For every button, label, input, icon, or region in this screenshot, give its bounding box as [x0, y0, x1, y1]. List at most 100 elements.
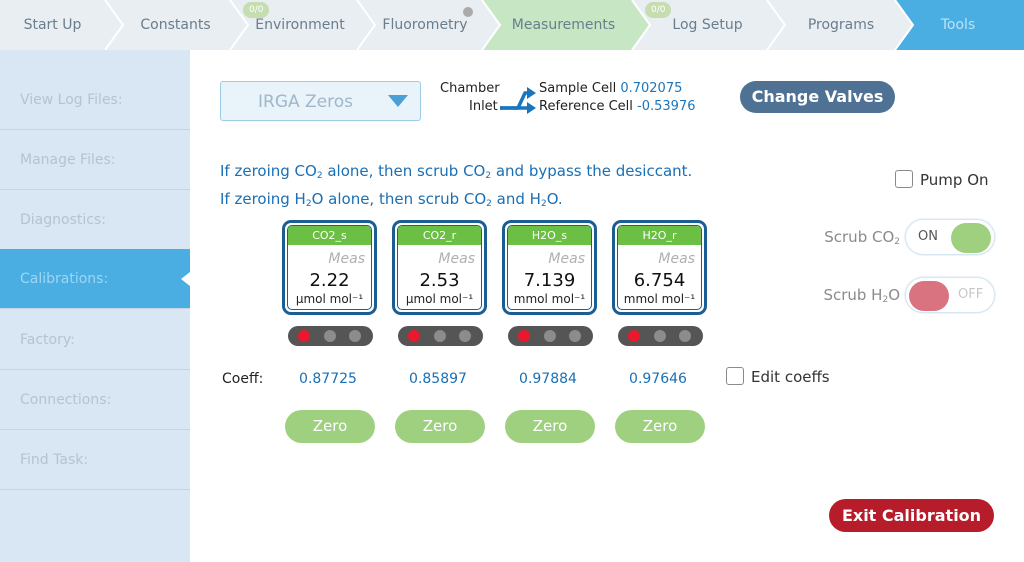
pump-on-checkbox[interactable]: [895, 170, 913, 188]
gauge-unit: mmol mol⁻¹: [623, 292, 696, 306]
nav-separator: [481, 0, 502, 50]
environment-badge: 0/0: [243, 2, 270, 18]
top-navigation: Start Up Constants Environment 0/0 Fluor…: [0, 0, 1024, 50]
sidebar-item-manage-files[interactable]: Manage Files:: [0, 130, 190, 190]
sample-cell-label: Sample Cell: [539, 81, 617, 96]
sidebar: View Log Files: Manage Files: Diagnostic…: [0, 50, 190, 562]
tab-tools[interactable]: Tools: [940, 17, 976, 33]
sidebar-item-find-task[interactable]: Find Task:: [0, 430, 190, 490]
led-indicator: [518, 330, 530, 342]
gauge-title: H2O_s: [508, 226, 591, 245]
zero-button-h2o-r[interactable]: Zero: [615, 410, 705, 443]
scrub-co2-toggle[interactable]: ON: [905, 219, 995, 255]
toggle-state-text: OFF: [958, 287, 984, 302]
gauge-unit: µmol mol⁻¹: [405, 292, 474, 306]
nav-separator: [356, 0, 377, 50]
scrub-h2o-toggle[interactable]: OFF: [905, 277, 995, 313]
zero-button-co2-s[interactable]: Zero: [285, 410, 375, 443]
edit-coeffs-label: Edit coeffs: [751, 368, 830, 386]
nav-separator: [229, 0, 250, 50]
sidebar-item-connections[interactable]: Connections:: [0, 370, 190, 430]
gauge-meas-label: Meas: [548, 251, 585, 267]
led-indicator: [544, 330, 556, 342]
active-pointer-icon: [181, 272, 190, 286]
gauge-co2-r: CO2_r Meas 2.53 µmol mol⁻¹: [392, 220, 487, 315]
sample-cell-value: 0.702075: [620, 81, 683, 96]
edit-coeffs-checkbox[interactable]: [726, 367, 744, 385]
dropdown-value: IRGA Zeros: [258, 92, 354, 112]
led-indicator: [408, 330, 420, 342]
nav-separator: [894, 0, 915, 50]
coeff-label: Coeff:: [222, 371, 264, 387]
reference-cell-label: Reference Cell: [539, 99, 633, 114]
coeff-value-co2-r: 0.85897: [409, 371, 467, 387]
sidebar-item-label: Calibrations:: [20, 271, 109, 287]
gauge-unit: µmol mol⁻¹: [295, 292, 364, 306]
led-indicator: [569, 330, 581, 342]
tab-programs[interactable]: Programs: [807, 17, 875, 33]
instruction-line-2: If zeroing H2O alone, then scrub CO2 and…: [220, 190, 563, 209]
fluorometry-status-dot: [463, 7, 473, 17]
gauge-unit: mmol mol⁻¹: [513, 292, 586, 306]
scrub-co2-label: Scrub CO2: [824, 228, 900, 247]
gauge-h2o-r: H2O_r Meas 6.754 mmol mol⁻¹: [612, 220, 707, 315]
status-leds-co2-r: [398, 326, 483, 346]
nav-measurements-bg: [482, 0, 650, 50]
gauge-title: H2O_r: [618, 226, 701, 245]
led-indicator: [679, 330, 691, 342]
sidebar-item-diagnostics[interactable]: Diagnostics:: [0, 190, 190, 250]
log-setup-badge: 0/0: [645, 2, 672, 18]
gauge-value: 2.22: [309, 270, 350, 291]
led-indicator: [654, 330, 666, 342]
gauge-co2-s: CO2_s Meas 2.22 µmol mol⁻¹: [282, 220, 377, 315]
tab-environment[interactable]: Environment: [255, 17, 345, 33]
nav-separator: [104, 0, 125, 50]
coeff-value-h2o-s: 0.97884: [519, 371, 577, 387]
led-indicator: [459, 330, 471, 342]
pump-on-label: Pump On: [920, 171, 989, 189]
change-valves-button[interactable]: Change Valves: [740, 81, 895, 113]
sidebar-item-factory[interactable]: Factory:: [0, 310, 190, 370]
scrub-h2o-label: Scrub H2O: [823, 286, 900, 305]
valve-arrows-icon: [500, 87, 536, 114]
sidebar-item-calibrations[interactable]: Calibrations:: [0, 249, 190, 309]
zero-button-co2-r[interactable]: Zero: [395, 410, 485, 443]
led-indicator: [434, 330, 446, 342]
status-leds-co2-s: [288, 326, 373, 346]
gauge-h2o-s: H2O_s Meas 7.139 mmol mol⁻¹: [502, 220, 597, 315]
inlet-label: Inlet: [469, 99, 498, 114]
gauge-value: 6.754: [633, 270, 686, 291]
toggle-knob: [909, 281, 949, 311]
tab-fluorometry[interactable]: Fluorometry: [382, 17, 468, 33]
led-indicator: [324, 330, 336, 342]
gauge-title: CO2_s: [288, 226, 371, 245]
tab-constants[interactable]: Constants: [140, 17, 211, 33]
coeff-value-h2o-r: 0.97646: [629, 371, 687, 387]
tab-measurements[interactable]: Measurements: [511, 17, 616, 33]
tab-log-setup[interactable]: Log Setup: [672, 17, 743, 33]
gauge-value: 7.139: [523, 270, 576, 291]
instruction-line-1: If zeroing CO2 alone, then scrub CO2 and…: [220, 162, 693, 181]
led-indicator: [349, 330, 361, 342]
tab-start-up[interactable]: Start Up: [23, 17, 82, 33]
gauge-meas-label: Meas: [658, 251, 695, 267]
toggle-state-text: ON: [918, 229, 938, 244]
nav-background: [0, 0, 1024, 50]
coeff-value-co2-s: 0.87725: [299, 371, 357, 387]
nav-separator: [631, 0, 652, 50]
chevron-down-icon: [388, 95, 408, 107]
reference-cell-value: -0.53976: [637, 99, 696, 114]
gauge-value: 2.53: [419, 270, 460, 291]
status-leds-h2o-r: [618, 326, 703, 346]
toggle-knob: [951, 223, 991, 253]
led-indicator: [628, 330, 640, 342]
sidebar-item-view-log-files[interactable]: View Log Files:: [0, 70, 190, 130]
chamber-label: Chamber: [440, 81, 500, 96]
status-leds-h2o-s: [508, 326, 593, 346]
nav-separator: [766, 0, 787, 50]
calibration-type-dropdown[interactable]: IRGA Zeros: [220, 81, 421, 121]
gauge-title: CO2_r: [398, 226, 481, 245]
zero-button-h2o-s[interactable]: Zero: [505, 410, 595, 443]
exit-calibration-button[interactable]: Exit Calibration: [829, 499, 994, 532]
led-indicator: [298, 330, 310, 342]
